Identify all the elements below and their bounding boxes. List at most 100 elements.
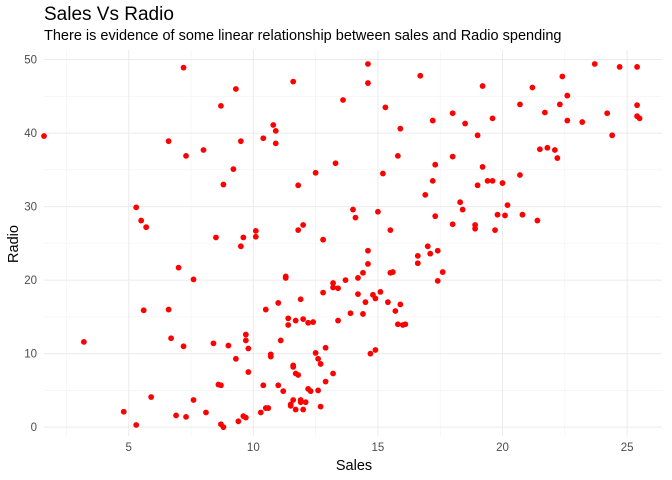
data-point [392, 308, 399, 314]
data-point [190, 397, 197, 403]
data-point [232, 86, 239, 92]
data-point [220, 424, 227, 431]
data-point [307, 388, 314, 395]
data-point [459, 206, 466, 213]
data-point [340, 97, 346, 103]
data-point [365, 261, 371, 267]
data-point [218, 102, 224, 109]
data-point [591, 61, 598, 67]
data-point [133, 422, 140, 428]
data-point [41, 133, 47, 139]
data-point [474, 182, 481, 189]
data-point [180, 64, 187, 71]
data-point [382, 104, 389, 111]
data-point [183, 413, 189, 420]
data-point [237, 138, 244, 145]
data-point [260, 382, 267, 389]
data-point [270, 122, 277, 128]
data-point [556, 101, 563, 108]
data-point [312, 169, 319, 176]
data-point [218, 382, 224, 389]
data-point [300, 406, 307, 413]
data-point [434, 277, 441, 284]
data-point [504, 202, 511, 209]
data-point [292, 406, 299, 413]
data-point [355, 275, 361, 281]
y-tick-label: 0 [31, 422, 37, 434]
data-point [372, 347, 379, 353]
data-point [300, 222, 307, 228]
data-point [297, 397, 304, 403]
data-point [422, 191, 429, 198]
y-tick-label: 50 [24, 55, 37, 67]
chart-subtitle: There is evidence of some linear relatio… [44, 28, 561, 44]
data-point [140, 307, 147, 314]
data-point [320, 289, 326, 296]
data-point [355, 291, 361, 297]
data-point [330, 280, 336, 286]
data-point [257, 409, 264, 416]
data-point [230, 166, 237, 173]
data-point [494, 211, 501, 218]
data-point [424, 243, 431, 250]
data-point [634, 64, 640, 70]
data-point [190, 276, 197, 283]
data-point [439, 269, 446, 275]
data-point [295, 372, 302, 378]
data-point [365, 80, 371, 86]
data-point [285, 315, 292, 322]
data-point [564, 92, 571, 99]
data-point [544, 144, 551, 151]
data-point [282, 273, 289, 280]
data-point [220, 181, 227, 188]
data-point [434, 247, 441, 254]
data-point [175, 264, 182, 271]
data-point [138, 217, 145, 224]
data-point [292, 317, 299, 324]
data-point [559, 73, 566, 80]
data-point [310, 319, 317, 325]
data-point [529, 84, 536, 91]
x-axis-title: Sales [336, 458, 372, 474]
data-point [474, 132, 481, 139]
data-point [290, 363, 297, 370]
data-point [305, 319, 312, 326]
data-point [295, 182, 302, 189]
x-tick-label: 20 [496, 442, 509, 454]
data-point [414, 260, 421, 267]
data-point [320, 236, 326, 243]
data-point [165, 306, 172, 313]
data-point [394, 321, 401, 328]
tick-labels: 5 10 15 20 25 0 10 20 30 40 50 [24, 55, 633, 454]
data-point [484, 177, 491, 184]
data-point [414, 252, 421, 259]
data-point [180, 343, 187, 350]
data-point [315, 387, 322, 394]
data-point [335, 317, 341, 324]
data-point [242, 337, 249, 344]
data-point [277, 337, 284, 344]
data-point [365, 61, 371, 67]
data-point [245, 345, 252, 352]
data-point [492, 227, 498, 234]
data-point [267, 353, 274, 360]
data-point [272, 140, 279, 147]
data-point [350, 206, 356, 213]
data-point [342, 277, 349, 284]
x-tick-label: 25 [621, 442, 634, 454]
data-point [362, 299, 369, 306]
data-point [502, 212, 508, 219]
data-point [287, 402, 294, 409]
data-point [564, 117, 571, 124]
data-point [322, 378, 329, 385]
data-point [232, 355, 239, 362]
data-point [315, 355, 322, 362]
data-point [429, 177, 436, 184]
data-point [360, 311, 366, 317]
data-point [387, 227, 394, 234]
data-point [472, 225, 479, 232]
data-point [290, 397, 297, 403]
y-tick-label: 10 [24, 349, 37, 361]
data-point [312, 350, 319, 356]
